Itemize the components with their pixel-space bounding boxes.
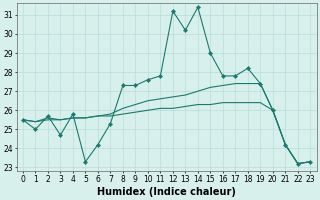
X-axis label: Humidex (Indice chaleur): Humidex (Indice chaleur): [97, 187, 236, 197]
